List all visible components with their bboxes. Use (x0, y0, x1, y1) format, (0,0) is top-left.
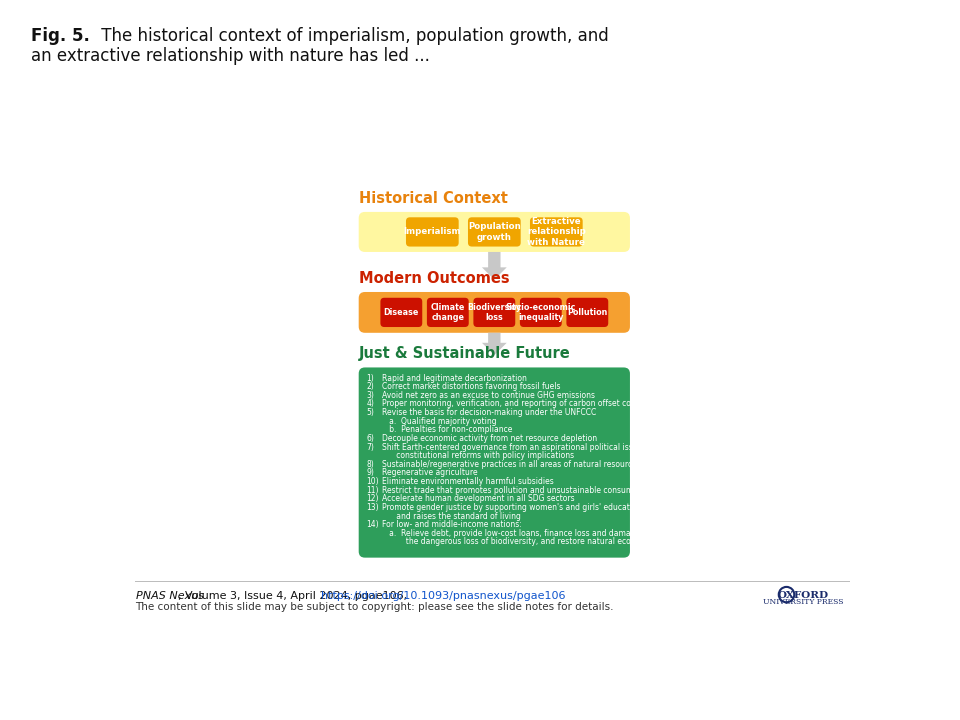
FancyBboxPatch shape (359, 212, 630, 252)
Text: Shift Earth-centered governance from an aspirational political issue to a founda: Shift Earth-centered governance from an … (382, 443, 779, 451)
Text: PNAS Nexus: PNAS Nexus (135, 590, 204, 600)
Text: 9): 9) (367, 469, 374, 477)
Text: the dangerous loss of biodiversity, and restore natural ecosystems: the dangerous loss of biodiversity, and … (382, 537, 662, 546)
Text: Regenerative agriculture: Regenerative agriculture (382, 469, 477, 477)
Text: Sustainable/regenerative practices in all areas of natural resource economics: Sustainable/regenerative practices in al… (382, 460, 680, 469)
Text: and raises the standard of living: and raises the standard of living (382, 512, 521, 521)
Text: 10): 10) (367, 477, 379, 486)
Text: Biodiversity
loss: Biodiversity loss (468, 302, 521, 322)
Text: 14): 14) (367, 521, 379, 529)
Polygon shape (482, 333, 507, 355)
FancyBboxPatch shape (380, 298, 422, 327)
Text: UNIVERSITY PRESS: UNIVERSITY PRESS (763, 598, 844, 606)
Text: Eliminate environmentally harmful subsidies: Eliminate environmentally harmful subsid… (382, 477, 554, 486)
FancyBboxPatch shape (359, 292, 630, 333)
FancyBboxPatch shape (473, 298, 516, 327)
Text: 6): 6) (367, 434, 374, 443)
FancyBboxPatch shape (427, 298, 468, 327)
FancyBboxPatch shape (406, 217, 459, 246)
Text: Rapid and legitimate decarbonization: Rapid and legitimate decarbonization (382, 374, 527, 382)
Text: 4): 4) (367, 400, 374, 408)
Text: Socio-economic
inequality: Socio-economic inequality (506, 302, 576, 322)
Text: 13): 13) (367, 503, 379, 512)
FancyBboxPatch shape (530, 217, 583, 246)
Text: Pollution: Pollution (567, 308, 608, 317)
Text: Avoid net zero as an excuse to continue GHG emissions: Avoid net zero as an excuse to continue … (382, 391, 595, 400)
Text: Correct market distortions favoring fossil fuels: Correct market distortions favoring foss… (382, 382, 561, 391)
Text: Decouple economic activity from net resource depletion: Decouple economic activity from net reso… (382, 434, 597, 443)
Text: 2): 2) (367, 382, 374, 391)
Text: For low- and middle-income nations:: For low- and middle-income nations: (382, 521, 521, 529)
Text: Imperialism: Imperialism (403, 228, 461, 236)
Text: Accelerate human development in all SDG sectors: Accelerate human development in all SDG … (382, 495, 575, 503)
Text: Revise the basis for decision-making under the UNFCCC: Revise the basis for decision-making und… (382, 408, 596, 417)
Text: Climate
change: Climate change (431, 302, 465, 322)
Text: a.  Relieve debt, provide low-cost loans, finance loss and damage, fund clean en: a. Relieve debt, provide low-cost loans,… (382, 529, 794, 538)
Text: Extractive
relationship
with Nature: Extractive relationship with Nature (527, 217, 586, 247)
Text: Modern Outcomes: Modern Outcomes (359, 271, 510, 286)
Text: Just & Sustainable Future: Just & Sustainable Future (359, 346, 570, 361)
Text: Population
growth: Population growth (468, 222, 520, 242)
Text: Proper monitoring, verification, and reporting of carbon offset contracts: Proper monitoring, verification, and rep… (382, 400, 658, 408)
Text: 3): 3) (367, 391, 374, 400)
FancyBboxPatch shape (520, 298, 562, 327)
Text: Historical Context: Historical Context (359, 191, 508, 206)
Text: Restrict trade that promotes pollution and unsustainable consumption: Restrict trade that promotes pollution a… (382, 486, 653, 495)
Text: The historical context of imperialism, population growth, and: The historical context of imperialism, p… (96, 27, 609, 45)
Text: constitutional reforms with policy implications: constitutional reforms with policy impli… (382, 451, 574, 460)
Text: 8): 8) (367, 460, 374, 469)
Text: a.  Qualified majority voting: a. Qualified majority voting (382, 417, 496, 426)
Text: Promote gender justice by supporting women's and girls' education and rights, wh: Promote gender justice by supporting wom… (382, 503, 796, 512)
Text: The content of this slide may be subject to copyright: please see the slide note: The content of this slide may be subject… (135, 601, 614, 611)
Text: 11): 11) (367, 486, 379, 495)
Text: Disease: Disease (384, 308, 419, 317)
Text: OXFORD: OXFORD (778, 590, 829, 600)
FancyBboxPatch shape (468, 217, 520, 246)
Text: 12): 12) (367, 495, 379, 503)
FancyBboxPatch shape (566, 298, 609, 327)
Text: 5): 5) (367, 408, 374, 417)
Text: 1): 1) (367, 374, 374, 382)
FancyBboxPatch shape (359, 367, 630, 557)
Text: 7): 7) (367, 443, 374, 451)
Text: an extractive relationship with nature has led ...: an extractive relationship with nature h… (31, 47, 429, 65)
Text: Fig. 5.: Fig. 5. (31, 27, 89, 45)
Text: , Volume 3, Issue 4, April 2024, pgae106,: , Volume 3, Issue 4, April 2024, pgae106… (179, 590, 411, 600)
Text: b.  Penalties for non-compliance: b. Penalties for non-compliance (382, 426, 513, 434)
Polygon shape (482, 252, 507, 279)
Text: https://doi.org/10.1093/pnasnexus/pgae106: https://doi.org/10.1093/pnasnexus/pgae10… (322, 590, 566, 600)
